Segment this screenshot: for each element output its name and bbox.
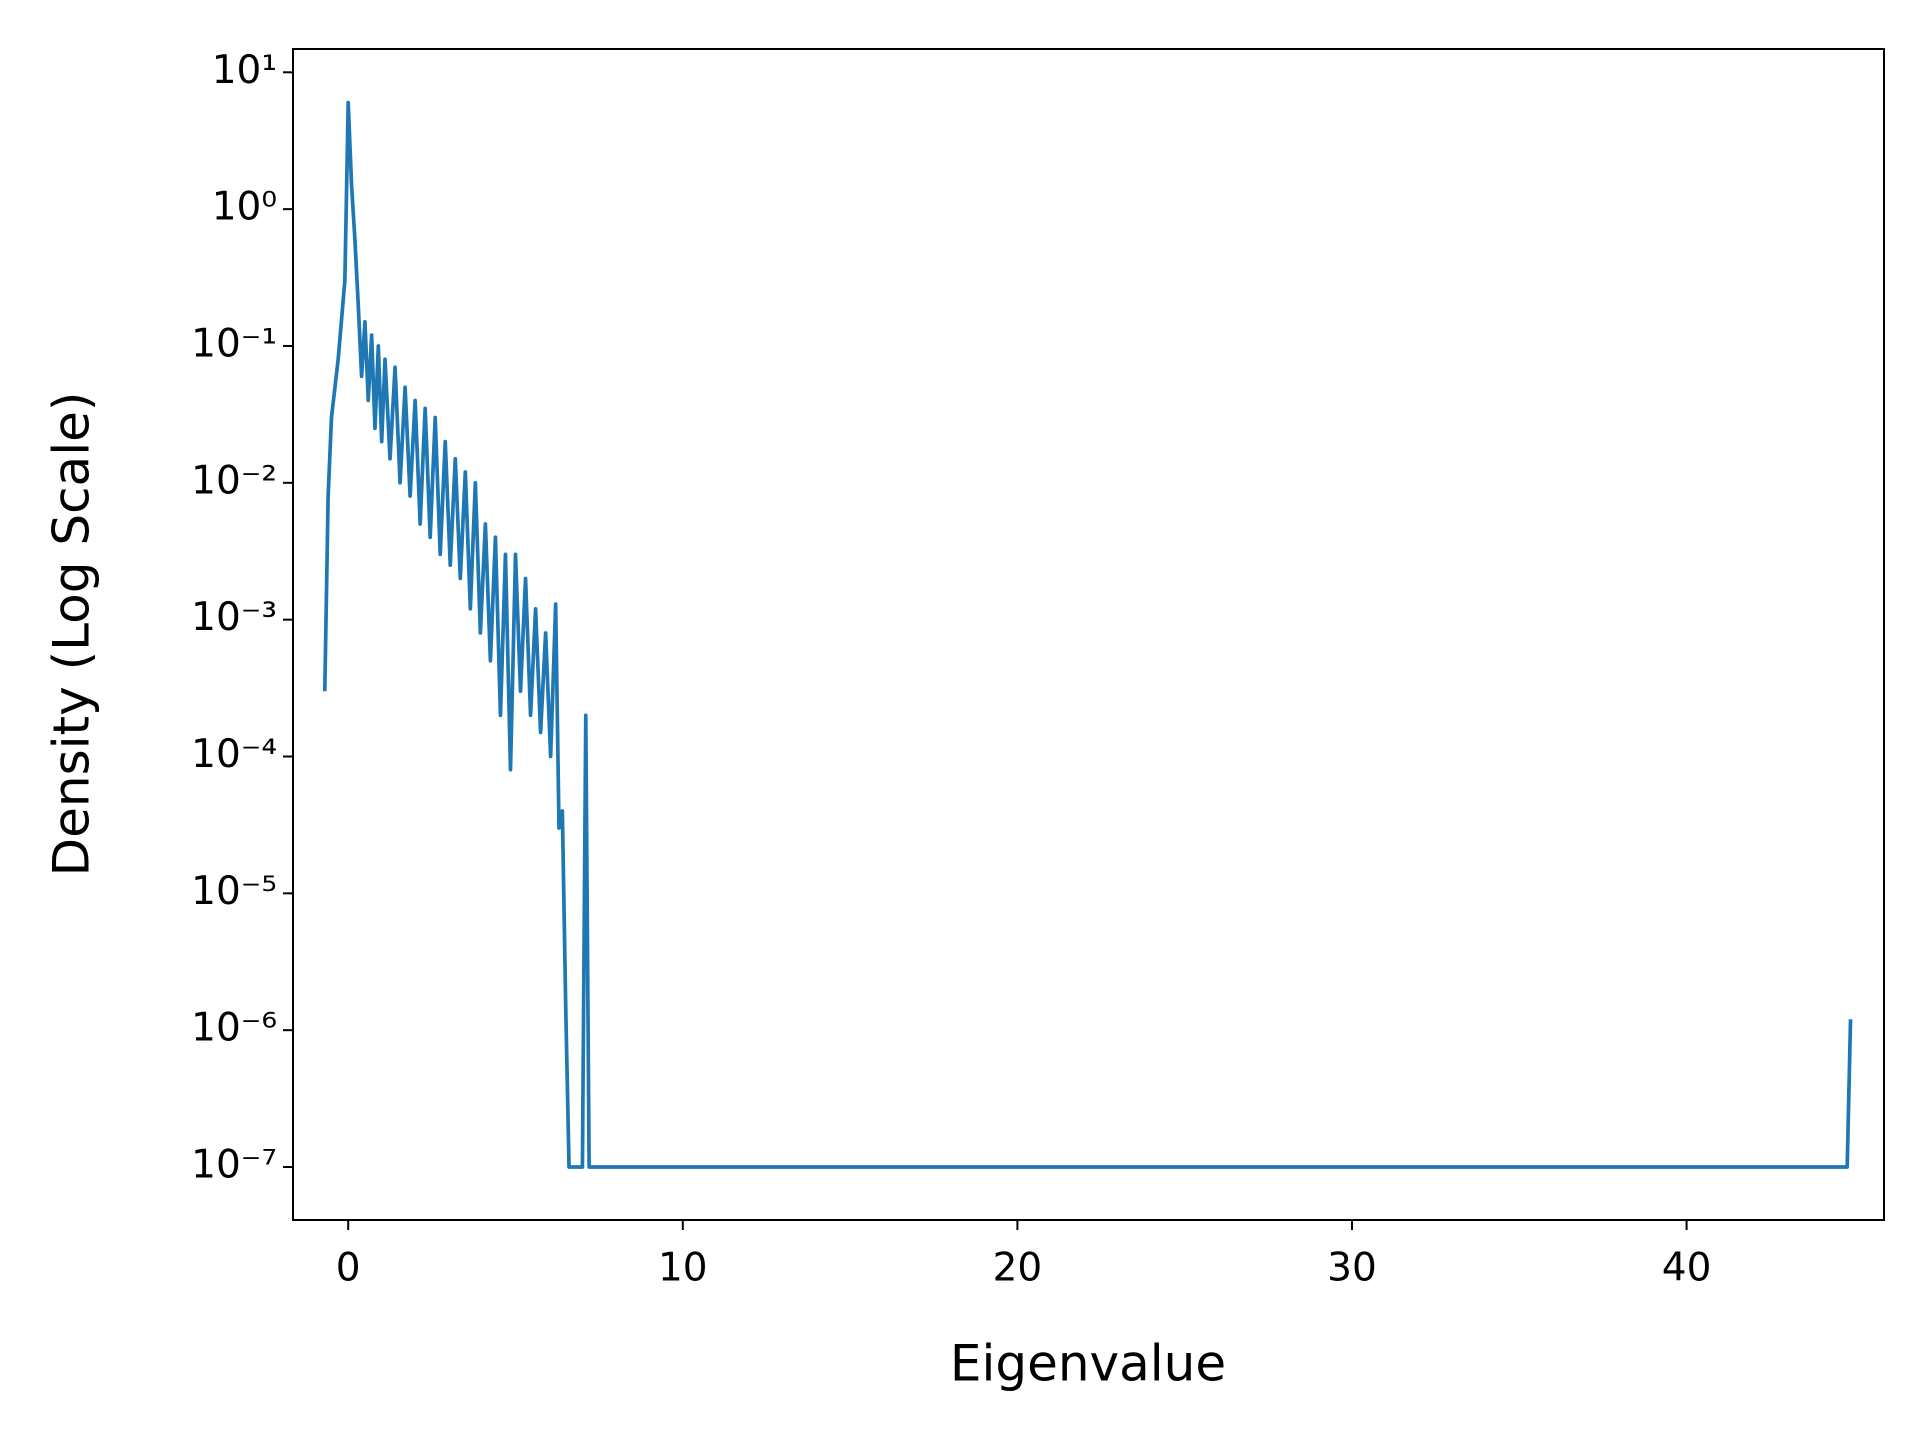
y-tick-label: 10⁻⁵ bbox=[191, 869, 277, 914]
x-tick-label: 0 bbox=[336, 1246, 361, 1291]
y-tick-label: 10⁻² bbox=[191, 458, 277, 503]
y-tick-label: 10¹ bbox=[212, 48, 277, 93]
x-tick-label: 20 bbox=[993, 1246, 1043, 1291]
line-series bbox=[322, 100, 1853, 1169]
y-tick-label: 10⁻⁷ bbox=[191, 1143, 277, 1188]
y-tick-label: 10⁻⁴ bbox=[191, 732, 277, 777]
plot-frame bbox=[292, 48, 1885, 1221]
y-tick-label: 10⁻³ bbox=[191, 595, 277, 640]
y-tick-label: 10⁰ bbox=[212, 185, 277, 230]
x-tick-label: 30 bbox=[1327, 1246, 1377, 1291]
y-axis-label: Density (Log Scale) bbox=[43, 392, 101, 877]
x-axis-label: Eigenvalue bbox=[950, 1335, 1226, 1393]
y-tick-label: 10⁻¹ bbox=[191, 321, 277, 366]
x-tick-label: 40 bbox=[1662, 1246, 1712, 1291]
x-tick-label: 10 bbox=[658, 1246, 708, 1291]
y-tick-label: 10⁻⁶ bbox=[191, 1006, 277, 1051]
